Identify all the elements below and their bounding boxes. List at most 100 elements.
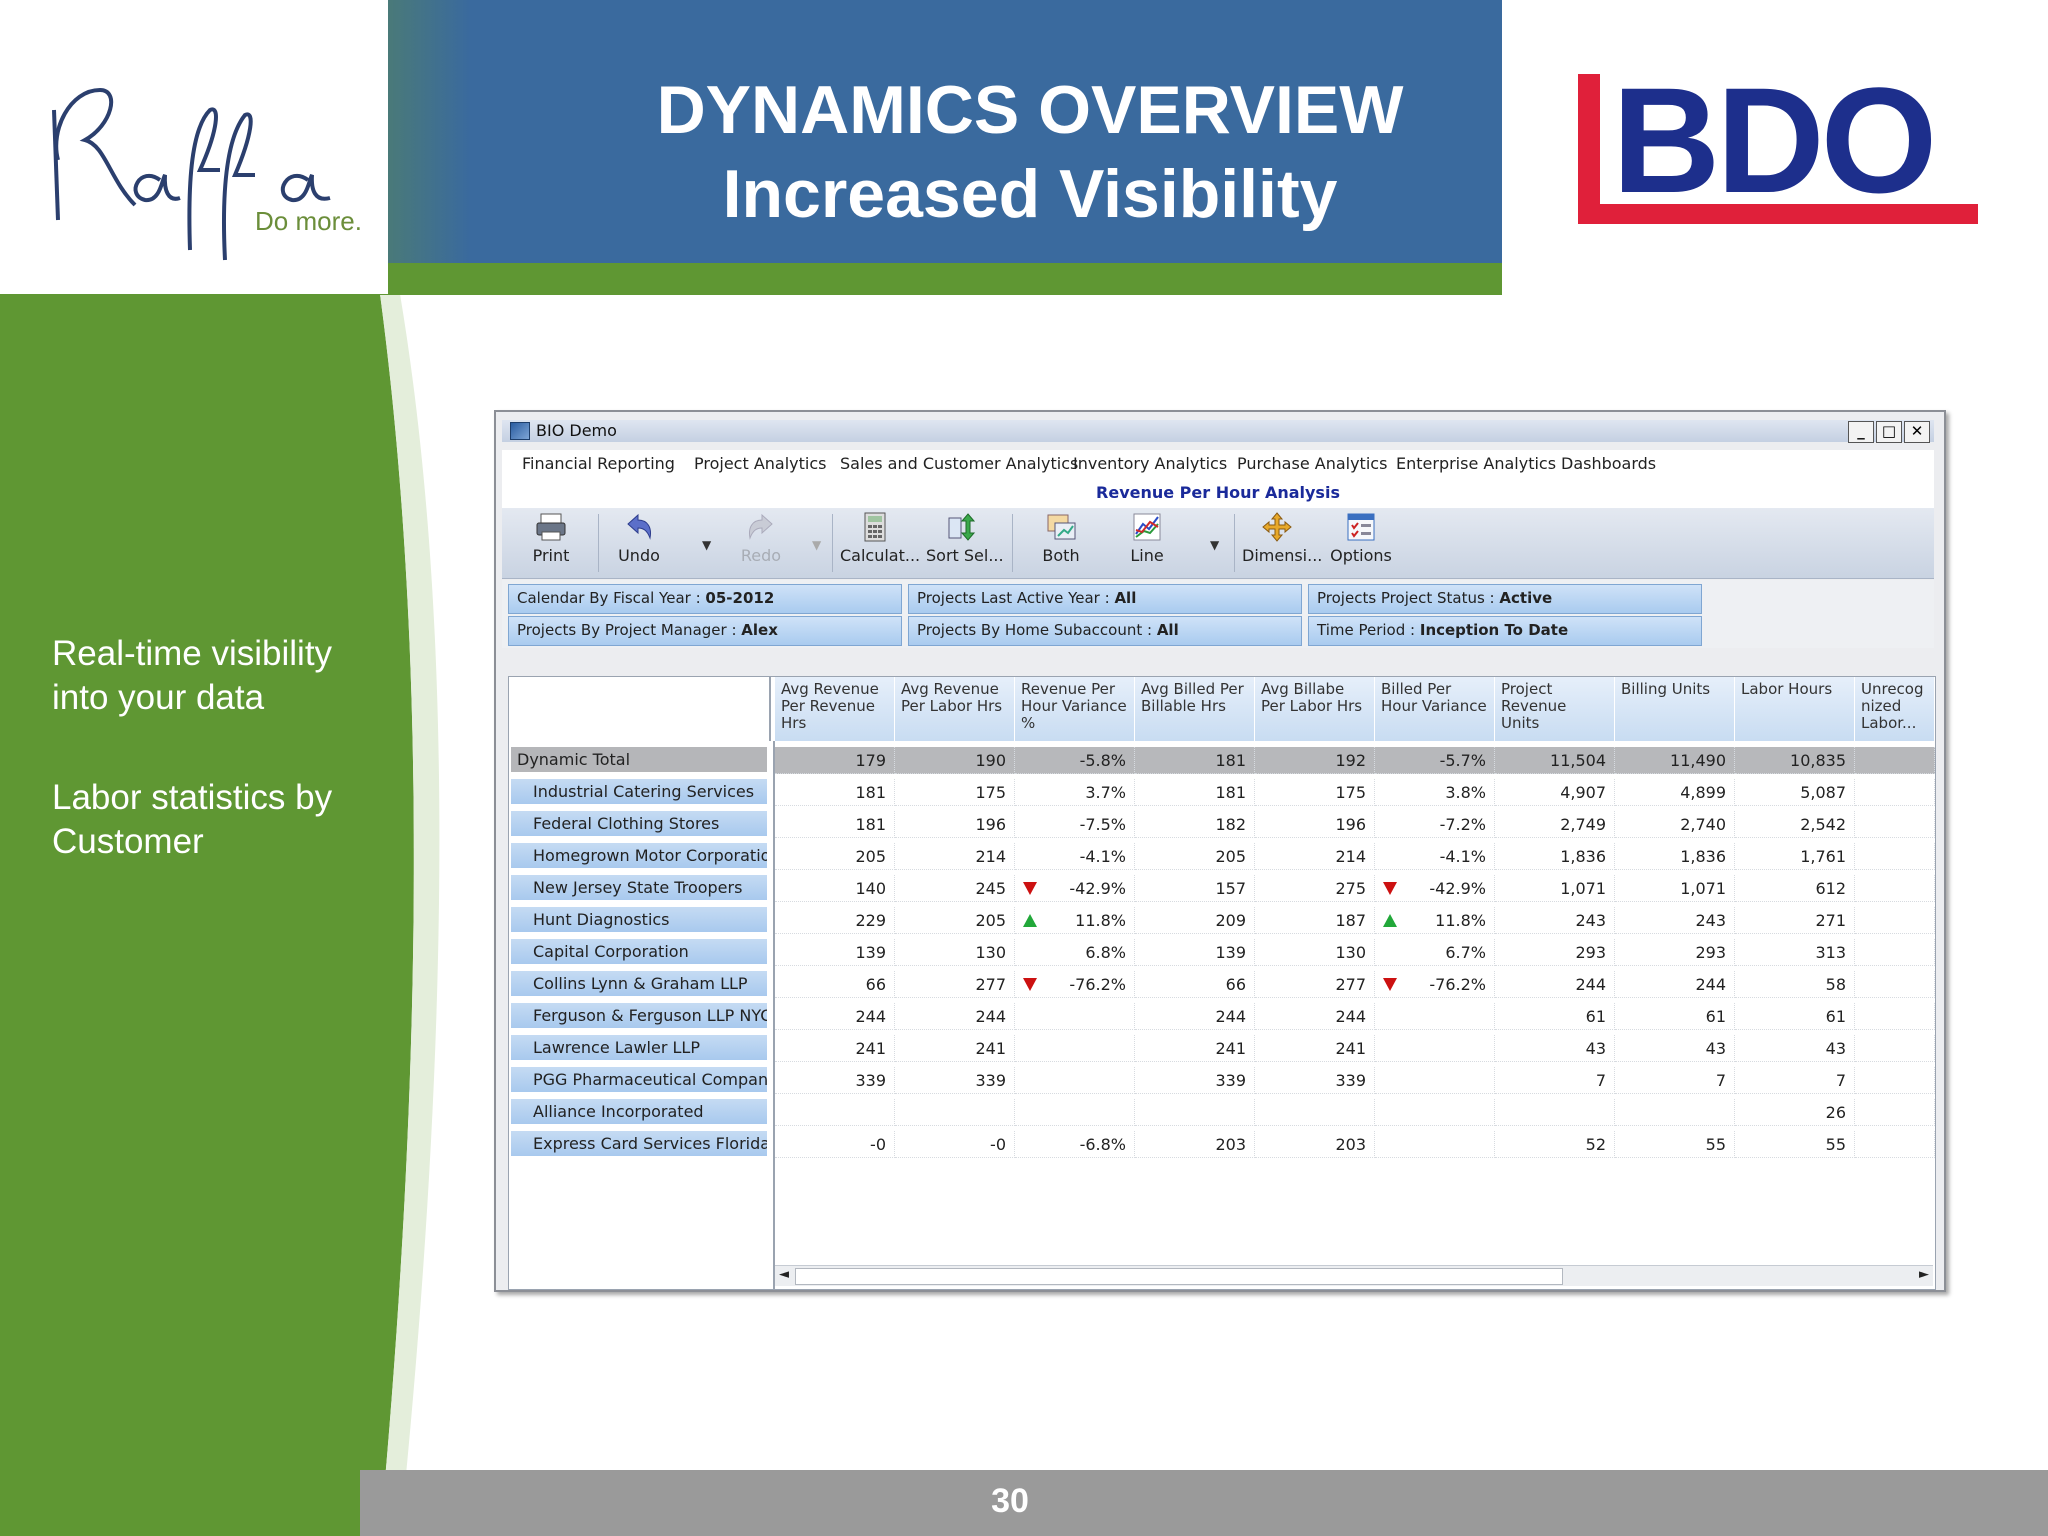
table-cell[interactable]: 7 — [1495, 1067, 1615, 1094]
table-cell[interactable]: 192 — [1255, 747, 1375, 774]
table-cell[interactable]: 2,740 — [1615, 811, 1735, 838]
table-cell[interactable]: 205 — [775, 843, 895, 870]
table-cell[interactable]: 275 — [1255, 875, 1375, 902]
table-cell[interactable]: 7 — [1615, 1067, 1735, 1094]
row-label[interactable]: PGG Pharmaceutical Company — [511, 1067, 767, 1094]
table-cell[interactable]: 241 — [1135, 1035, 1255, 1062]
table-cell[interactable]: 277 — [1255, 971, 1375, 998]
table-cell[interactable] — [1015, 1067, 1135, 1094]
table-cell[interactable]: 66 — [1135, 971, 1255, 998]
column-header[interactable]: Unrecog nized Labor... — [1855, 677, 1935, 741]
menu-inventory-analytics[interactable]: Inventory Analytics — [1073, 454, 1228, 473]
table-cell[interactable] — [1375, 1067, 1495, 1094]
table-cell[interactable]: 339 — [775, 1067, 895, 1094]
table-cell[interactable]: 339 — [1135, 1067, 1255, 1094]
table-cell[interactable]: 241 — [895, 1035, 1015, 1062]
table-cell[interactable]: 175 — [895, 779, 1015, 806]
table-cell[interactable]: 139 — [1135, 939, 1255, 966]
table-cell[interactable]: 4,907 — [1495, 779, 1615, 806]
options-button[interactable]: Options — [1326, 512, 1396, 565]
table-cell[interactable]: 6.7% — [1375, 939, 1495, 966]
scroll-right-icon[interactable]: ► — [1919, 1267, 1929, 1282]
table-cell[interactable]: 4,899 — [1615, 779, 1735, 806]
column-header[interactable]: Billing Units — [1615, 677, 1735, 741]
filter-project-status[interactable]: Projects Project Status : Active — [1308, 584, 1702, 614]
filter-fiscal-year[interactable]: Calendar By Fiscal Year : 05-2012 — [508, 584, 902, 614]
table-cell[interactable] — [895, 1099, 1015, 1126]
menu-sales-customer-analytics[interactable]: Sales and Customer Analytics — [840, 454, 1079, 473]
table-cell[interactable]: 244 — [775, 1003, 895, 1030]
table-cell[interactable]: 244 — [1135, 1003, 1255, 1030]
scrollbar-thumb[interactable] — [795, 1268, 1563, 1285]
calculate-button[interactable]: Calculat... — [840, 512, 920, 565]
table-cell[interactable]: 11.8% — [1375, 907, 1495, 934]
close-button[interactable]: ✕ — [1904, 421, 1930, 443]
table-cell[interactable]: 61 — [1495, 1003, 1615, 1030]
table-cell[interactable]: -5.8% — [1015, 747, 1135, 774]
window-titlebar[interactable]: BIO Demo _ □ ✕ — [502, 420, 1934, 443]
table-cell[interactable]: 205 — [895, 907, 1015, 934]
menu-project-analytics[interactable]: Project Analytics — [694, 454, 827, 473]
table-cell[interactable] — [1855, 811, 1935, 838]
undo-button[interactable]: Undo — [604, 512, 674, 565]
table-cell[interactable]: -76.2% — [1375, 971, 1495, 998]
minimize-button[interactable]: _ — [1848, 421, 1874, 443]
column-header[interactable]: Avg Billabe Per Labor Hrs — [1255, 677, 1375, 741]
table-cell[interactable]: 11.8% — [1015, 907, 1135, 934]
line-dropdown-icon[interactable]: ▼ — [1210, 538, 1220, 552]
table-cell[interactable]: 1,761 — [1735, 843, 1855, 870]
table-cell[interactable] — [1855, 1035, 1935, 1062]
table-cell[interactable]: 130 — [895, 939, 1015, 966]
table-cell[interactable] — [1015, 1003, 1135, 1030]
column-header[interactable]: Labor Hours — [1735, 677, 1855, 741]
row-label[interactable]: Alliance Incorporated — [511, 1099, 767, 1126]
dimensions-button[interactable]: Dimensi... — [1242, 512, 1322, 565]
table-cell[interactable]: 244 — [1255, 1003, 1375, 1030]
column-header[interactable]: Avg Revenue Per Revenue Hrs — [775, 677, 895, 741]
scroll-left-icon[interactable]: ◄ — [779, 1267, 789, 1282]
table-cell[interactable]: -7.2% — [1375, 811, 1495, 838]
table-cell[interactable]: 10,835 — [1735, 747, 1855, 774]
table-cell[interactable]: 196 — [895, 811, 1015, 838]
maximize-button[interactable]: □ — [1876, 421, 1902, 443]
table-cell[interactable] — [1015, 1035, 1135, 1062]
menu-dashboards[interactable]: Dashboards — [1561, 454, 1657, 473]
table-cell[interactable]: 43 — [1495, 1035, 1615, 1062]
table-cell[interactable]: 339 — [1255, 1067, 1375, 1094]
total-row-label[interactable]: Dynamic Total — [511, 747, 767, 774]
table-cell[interactable] — [1615, 1099, 1735, 1126]
table-cell[interactable]: 182 — [1135, 811, 1255, 838]
row-label[interactable]: Collins Lynn & Graham LLP — [511, 971, 767, 998]
table-cell[interactable] — [1855, 1131, 1935, 1158]
filter-project-manager[interactable]: Projects By Project Manager : Alex — [508, 616, 902, 646]
table-cell[interactable] — [1855, 1067, 1935, 1094]
table-cell[interactable] — [1255, 1099, 1375, 1126]
row-label[interactable]: Federal Clothing Stores — [511, 811, 767, 838]
row-label[interactable]: Homegrown Motor Corporation — [511, 843, 767, 870]
redo-button[interactable]: Redo — [726, 512, 796, 565]
row-label[interactable]: Hunt Diagnostics — [511, 907, 767, 934]
table-cell[interactable]: 203 — [1255, 1131, 1375, 1158]
table-cell[interactable]: 243 — [1615, 907, 1735, 934]
table-cell[interactable]: -7.5% — [1015, 811, 1135, 838]
table-cell[interactable]: 203 — [1135, 1131, 1255, 1158]
table-cell[interactable] — [1855, 747, 1935, 774]
table-cell[interactable]: 187 — [1255, 907, 1375, 934]
table-cell[interactable]: 26 — [1735, 1099, 1855, 1126]
table-cell[interactable]: -76.2% — [1015, 971, 1135, 998]
print-button[interactable]: Print — [516, 512, 586, 565]
table-cell[interactable]: 244 — [895, 1003, 1015, 1030]
table-cell[interactable] — [1855, 875, 1935, 902]
table-cell[interactable] — [1015, 1099, 1135, 1126]
table-cell[interactable]: 55 — [1615, 1131, 1735, 1158]
table-cell[interactable]: 3.7% — [1015, 779, 1135, 806]
table-cell[interactable]: 181 — [775, 811, 895, 838]
column-header[interactable]: Avg Revenue Per Labor Hrs — [895, 677, 1015, 741]
menu-financial-reporting[interactable]: Financial Reporting — [522, 454, 675, 473]
table-cell[interactable]: 55 — [1735, 1131, 1855, 1158]
table-cell[interactable]: 61 — [1615, 1003, 1735, 1030]
table-cell[interactable]: 181 — [1135, 747, 1255, 774]
table-cell[interactable]: 157 — [1135, 875, 1255, 902]
table-cell[interactable]: 196 — [1255, 811, 1375, 838]
column-header[interactable]: Project Revenue Units — [1495, 677, 1615, 741]
